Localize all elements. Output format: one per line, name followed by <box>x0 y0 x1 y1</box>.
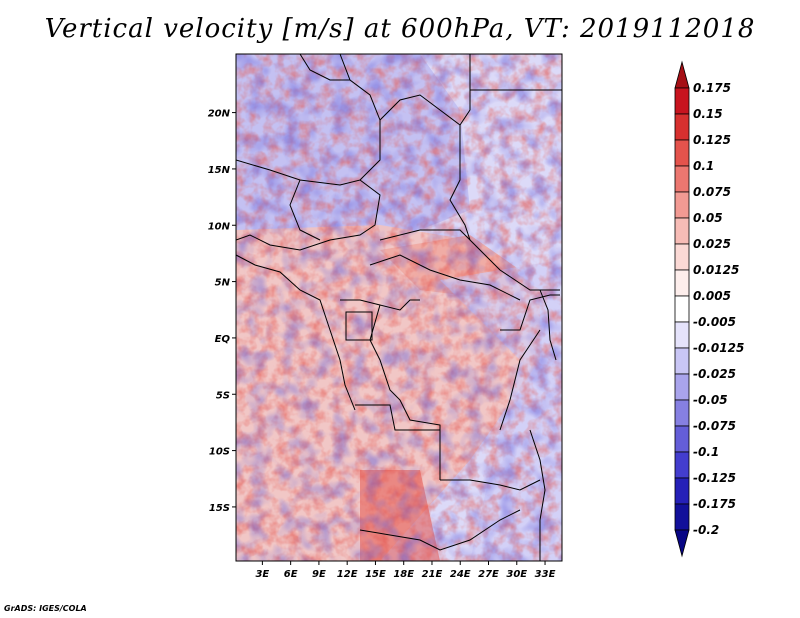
colorbar-label: -0.075 <box>693 419 736 433</box>
colorbar-label: 0.175 <box>693 81 731 95</box>
colorbar-swatch <box>674 269 690 297</box>
colorbar-swatch <box>674 113 690 141</box>
colorbar-label: 0.1 <box>693 159 714 173</box>
colorbar-label: 0.025 <box>693 237 731 251</box>
colorbar-label: -0.125 <box>693 471 736 485</box>
x-tick-label: 15E <box>365 569 386 580</box>
x-tick-label: 27E <box>478 569 499 580</box>
colorbar-swatch <box>674 529 690 558</box>
colorbar-label: 0.0125 <box>693 263 739 277</box>
grads-credit: GrADS: IGES/COLA <box>4 604 87 613</box>
colorbar-label: -0.025 <box>693 367 736 381</box>
colorbar-label: -0.0125 <box>693 341 744 355</box>
country-borders <box>236 54 562 561</box>
colorbar-swatch <box>674 217 690 245</box>
colorbar-label: 0.05 <box>693 211 723 225</box>
colorbar-swatch <box>674 347 690 375</box>
chart-title: Vertical velocity [m/s] at 600hPa, VT: 2… <box>44 14 756 44</box>
y-tick-label: 5N <box>215 278 231 289</box>
y-tick-label: 10N <box>208 221 231 232</box>
colorbar-swatch <box>674 399 690 427</box>
colorbar-swatch <box>674 477 690 505</box>
colorbar-label: -0.05 <box>693 393 728 407</box>
colorbar-label: 0.125 <box>693 133 731 147</box>
x-tick-label: 3E <box>255 569 269 580</box>
y-axis: 20N 15N 10N 5N EQ 5S 10S 15S <box>208 109 236 514</box>
colorbar-swatch <box>674 295 690 323</box>
colorbar-label: 0.075 <box>693 185 731 199</box>
colorbar-label: -0.1 <box>693 445 719 459</box>
colorbar-label: -0.175 <box>693 497 736 511</box>
x-tick-label: 9E <box>312 569 326 580</box>
x-tick-label: 33E <box>535 569 556 580</box>
x-tick-label: 30E <box>506 569 527 580</box>
colorbar-swatch <box>674 87 690 115</box>
plot-frame <box>235 53 563 562</box>
y-tick-label: 15N <box>208 165 231 176</box>
colorbar-label: 0.15 <box>693 107 723 121</box>
colorbar-swatch <box>674 60 690 89</box>
x-axis: 3E 6E 9E 12E 15E 18E 21E 24E 27E 30E 33E <box>255 561 556 580</box>
y-tick-label: 20N <box>208 109 231 120</box>
colorbar-label: -0.2 <box>693 523 719 537</box>
y-tick-label: 10S <box>209 447 230 458</box>
y-tick-label: 15S <box>209 503 230 514</box>
x-tick-label: 18E <box>393 569 414 580</box>
colorbar-swatch <box>674 373 690 401</box>
colorbar-swatch <box>674 451 690 479</box>
x-tick-label: 24E <box>450 569 471 580</box>
velocity-field <box>236 54 562 561</box>
colorbar-label: 0.005 <box>693 289 731 303</box>
colorbar-swatch <box>674 503 690 531</box>
colorbar-label: -0.005 <box>693 315 736 329</box>
colorbar-swatch <box>674 165 690 193</box>
colorbar-swatch <box>674 425 690 453</box>
x-tick-label: 6E <box>284 569 298 580</box>
x-tick-label: 12E <box>337 569 358 580</box>
colorbar-swatch <box>674 191 690 219</box>
colorbar-swatch <box>674 243 690 271</box>
colorbar-swatch <box>674 139 690 167</box>
x-tick-label: 21E <box>422 569 443 580</box>
colorbar-swatch <box>674 321 690 349</box>
y-tick-label: EQ <box>215 334 231 345</box>
colorbar: 0.175 0.15 0.125 0.1 0.075 0.05 0.025 0.0125 0.0… <box>674 60 744 558</box>
y-tick-label: 5S <box>216 390 230 401</box>
